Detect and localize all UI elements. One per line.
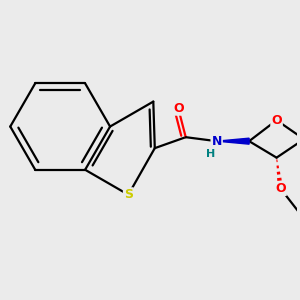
Text: O: O (173, 102, 184, 115)
Text: O: O (271, 114, 282, 127)
Text: N: N (212, 135, 222, 148)
Polygon shape (217, 138, 249, 144)
Text: H: H (206, 148, 215, 159)
Text: S: S (124, 188, 133, 201)
Text: O: O (275, 182, 286, 195)
